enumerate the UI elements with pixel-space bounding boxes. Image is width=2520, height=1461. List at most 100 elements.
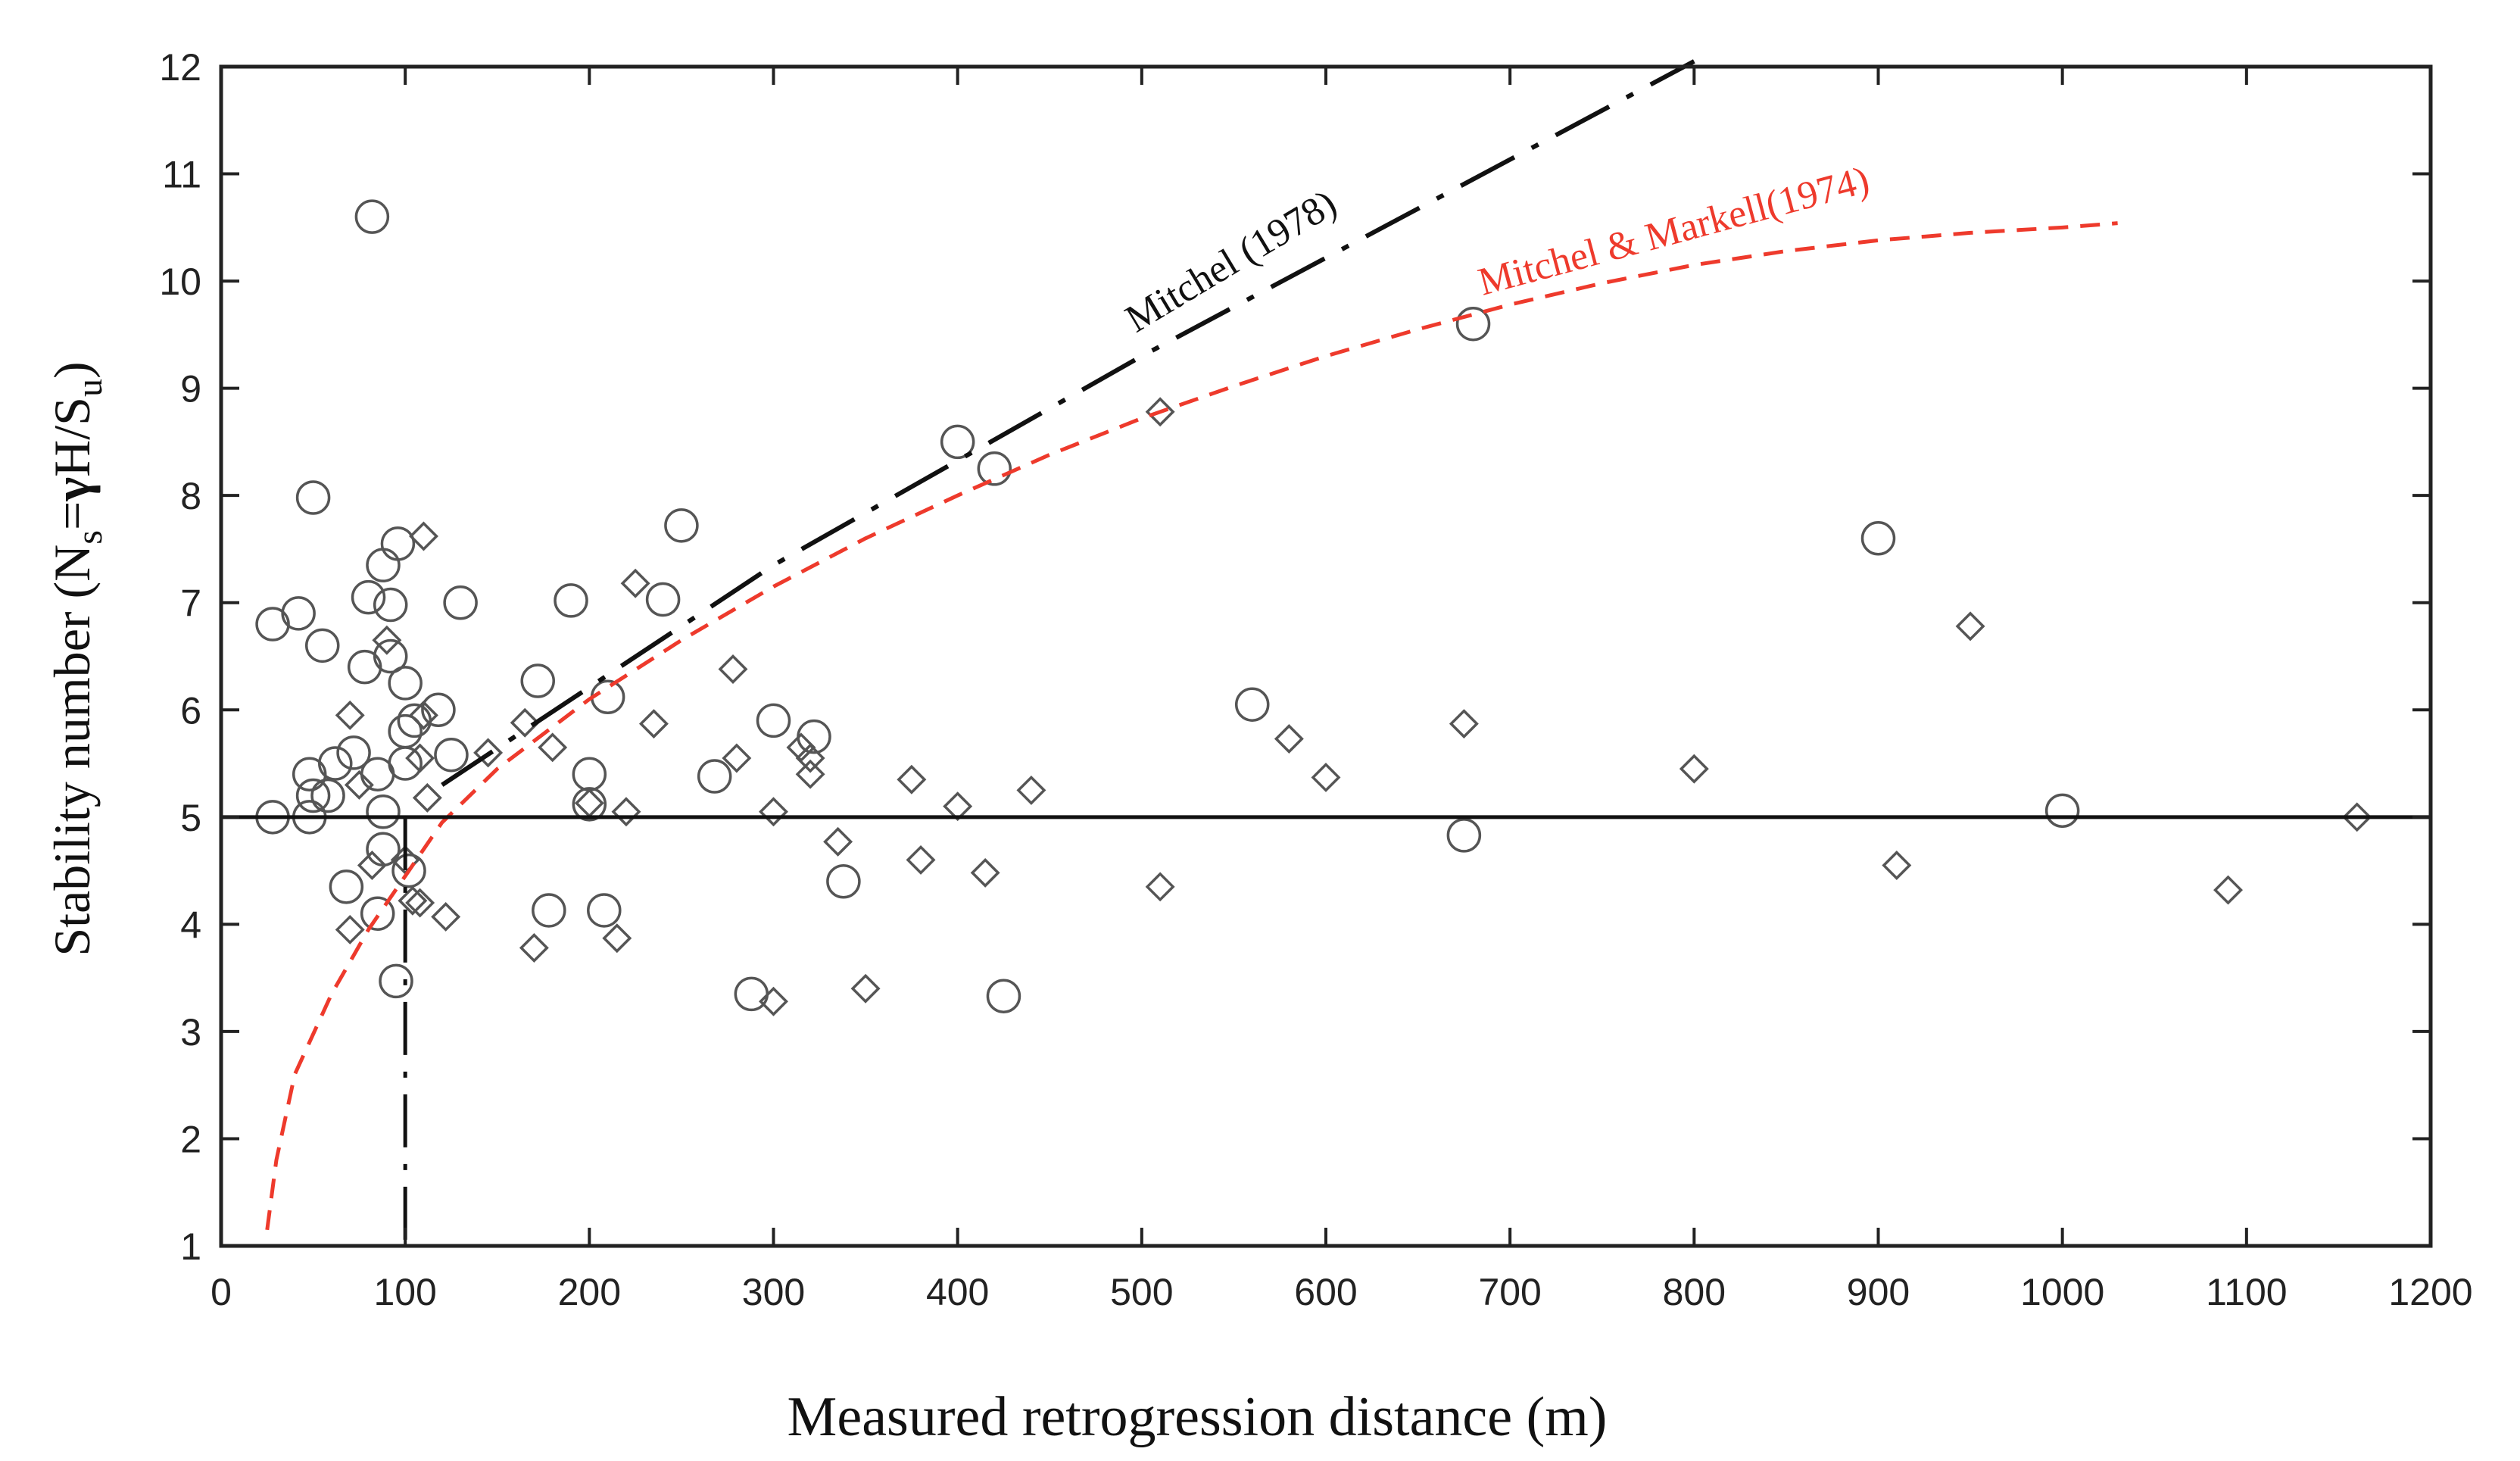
data-point-diamond (850, 973, 881, 1004)
y-tick-label: 6 (180, 689, 201, 732)
y-tick-label: 7 (180, 582, 201, 625)
data-point-circle (1234, 687, 1270, 722)
data-point-diamond (405, 888, 435, 918)
data-point-circle (587, 893, 622, 928)
y-axis-title: Stability number (Ns=γH/Su) (43, 361, 110, 956)
data-point-diamond (795, 759, 825, 789)
data-point-circle (826, 863, 861, 899)
data-point-diamond (409, 700, 438, 730)
data-point-diamond (344, 770, 374, 800)
data-point-circle (351, 579, 386, 615)
data-point-circle (295, 778, 331, 813)
data-point-circle (336, 735, 371, 770)
x-axis-title: Measured retrogression distance (m) (788, 1386, 1608, 1448)
data-point-diamond (2213, 875, 2243, 905)
data-point-circle (1446, 818, 1482, 853)
data-point-diamond (906, 844, 936, 875)
x-tick-label: 900 (1847, 1271, 1910, 1313)
data-point-circle (443, 585, 478, 620)
x-tick-label: 800 (1663, 1271, 1726, 1313)
data-point-diamond (372, 625, 402, 655)
data-point-diamond (1955, 611, 1985, 642)
x-tick-label: 0 (211, 1271, 232, 1313)
y-tick-label: 8 (180, 475, 201, 517)
data-point-circle (354, 199, 390, 234)
data-point-circle (697, 759, 732, 794)
data-point-diamond (1311, 762, 1341, 792)
data-point-diamond (638, 709, 669, 739)
y-tick-label: 1 (180, 1225, 201, 1268)
data-point-diamond (943, 791, 973, 822)
y-tick-label: 3 (180, 1011, 201, 1054)
data-point-diamond (1449, 709, 1479, 739)
data-point-diamond (970, 857, 1000, 888)
data-point-circle (756, 703, 791, 738)
y-tick-label: 5 (180, 797, 201, 839)
data-point-circle (295, 480, 331, 515)
data-point-circle (572, 787, 607, 822)
data-point-circle (532, 893, 566, 928)
data-point-diamond (431, 901, 461, 932)
data-point-diamond (473, 738, 504, 768)
data-point-diamond (718, 654, 748, 684)
data-point-diamond (1274, 724, 1304, 754)
data-point-circle (360, 896, 395, 931)
data-point-circle (292, 757, 327, 791)
data-point-diamond (412, 782, 442, 813)
data-point-circle (329, 869, 364, 904)
data-point-circle (554, 583, 588, 618)
data-point-circle (434, 737, 469, 773)
data-point-diamond (519, 933, 549, 963)
data-point-diamond (1016, 775, 1046, 805)
data-point-diamond (357, 851, 387, 880)
data-point-circle (1455, 306, 1491, 342)
x-tick-label: 400 (926, 1271, 989, 1313)
data-point-diamond (823, 826, 853, 857)
data-point-circle (388, 666, 423, 701)
curve-mitchel-1978 (441, 59, 1695, 787)
data-point-circle (940, 424, 975, 460)
data-point-diamond (620, 568, 650, 598)
y-axis-title-prefix: Stability number (N (43, 545, 101, 957)
data-point-diamond (611, 797, 641, 827)
y-tick-label: 4 (180, 904, 201, 946)
data-point-circle (373, 587, 408, 623)
y-tick-label: 2 (180, 1118, 201, 1160)
data-point-diamond (1882, 851, 1912, 880)
data-point-circle (366, 794, 401, 829)
data-point-circle (986, 979, 1021, 1013)
data-point-circle (318, 746, 353, 781)
x-tick-label: 300 (742, 1271, 805, 1313)
data-point-diamond (335, 914, 365, 944)
data-point-diamond (398, 885, 428, 916)
ticks-layer: 0 100 200 300 400 500 600 700 800 900 1000 1100 1200… (159, 46, 2472, 1313)
y-tick-label: 12 (159, 46, 201, 89)
data-point-circle (391, 853, 426, 888)
x-tick-label: 600 (1294, 1271, 1357, 1313)
data-point-diamond (897, 764, 927, 794)
data-point-circle (645, 582, 681, 617)
data-point-diamond (335, 700, 365, 730)
data-point-circle (255, 607, 290, 642)
data-point-circle (1860, 521, 1896, 556)
data-point-circle (664, 508, 699, 543)
data-point-diamond (409, 521, 438, 551)
reference-layer (221, 815, 2431, 1246)
markers-layer (255, 199, 2372, 1016)
x-tick-label: 1200 (2388, 1271, 2472, 1313)
y-axis-title-gamma: γ (43, 477, 101, 502)
data-point-circle (310, 778, 345, 813)
x-tick-label: 500 (1110, 1271, 1173, 1313)
data-point-circle (281, 596, 316, 631)
data-point-diamond (1145, 872, 1175, 902)
y-tick-label: 10 (159, 261, 201, 303)
data-point-diamond (510, 707, 540, 738)
data-point-circle (977, 451, 1012, 486)
y-axis-title-suffix: ) (43, 361, 101, 379)
x-tick-label: 200 (558, 1271, 621, 1313)
x-tick-label: 700 (1478, 1271, 1541, 1313)
y-axis-title-mid2: H/S (43, 397, 101, 477)
data-point-diamond (759, 797, 788, 827)
plot-frame (219, 64, 2433, 1248)
data-point-circle (421, 692, 456, 728)
